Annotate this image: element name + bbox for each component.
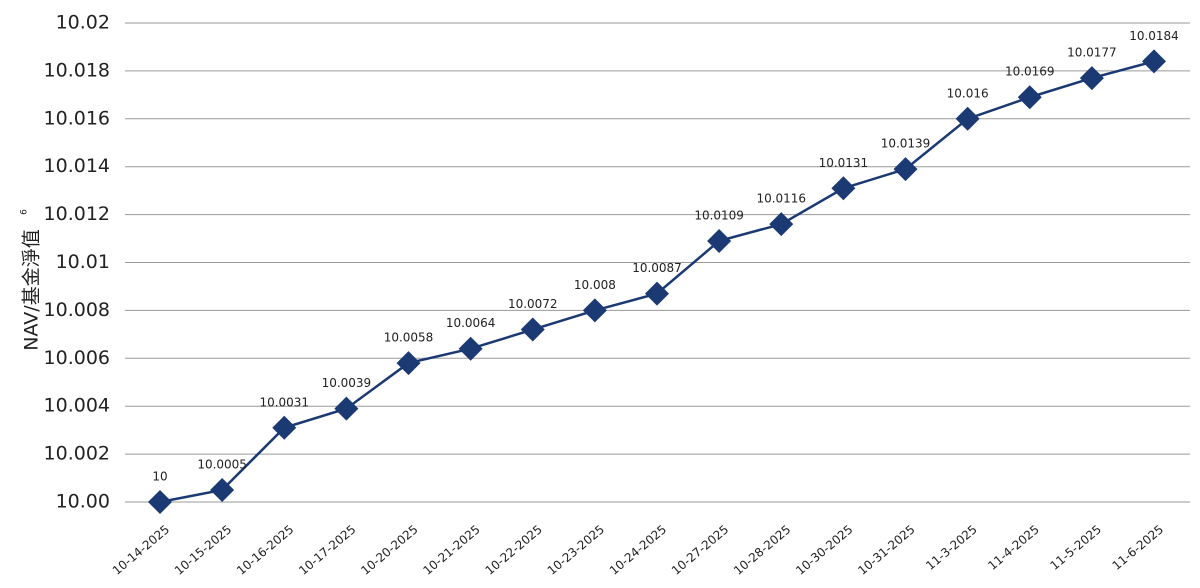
data-point — [955, 106, 980, 131]
data-label: 10.0139 — [881, 137, 931, 151]
data-point — [707, 228, 732, 253]
data-label: 10.0058 — [384, 331, 434, 345]
data-point — [148, 490, 172, 514]
y-tick-label: 10.00 — [56, 491, 110, 513]
x-tick-label: 10-21-2025 — [420, 522, 482, 578]
y-tick-label: 10.014 — [44, 155, 110, 177]
data-label: 10.016 — [947, 86, 989, 100]
y-axis-title-group: NAV/基金淨值 6 — [20, 209, 43, 351]
data-point — [458, 336, 483, 361]
data-label: 10.008 — [574, 278, 616, 292]
x-tick-label: 11-6-2025 — [1110, 522, 1167, 573]
data-label: 10.0184 — [1129, 29, 1179, 43]
x-tick-label: 10-28-2025 — [731, 522, 793, 578]
x-tick-label: 10-17-2025 — [296, 522, 358, 578]
data-point — [210, 478, 235, 503]
data-point — [272, 415, 297, 440]
data-point — [520, 317, 545, 342]
data-label: 10.0031 — [259, 395, 309, 409]
x-tick-label: 10-27-2025 — [669, 522, 731, 578]
data-label: 10.0116 — [756, 192, 806, 206]
data-label: 10.0039 — [322, 376, 372, 390]
data-label: 10.0177 — [1067, 46, 1117, 60]
x-tick-label: 10-14-2025 — [110, 522, 172, 578]
x-tick-label: 10-16-2025 — [234, 522, 296, 578]
x-tick-label: 10-23-2025 — [545, 522, 607, 578]
y-tick-label: 10.018 — [44, 59, 110, 81]
data-point — [1142, 49, 1166, 74]
y-tick-label: 10.004 — [44, 395, 110, 417]
data-point — [396, 351, 421, 376]
x-tick-label: 10-22-2025 — [482, 522, 544, 578]
y-tick-label: 10.002 — [44, 443, 110, 465]
y-tick-label: 10.016 — [44, 107, 110, 129]
data-point — [334, 396, 359, 421]
data-label: 10.0087 — [632, 261, 682, 275]
data-point — [645, 281, 669, 306]
data-label: 10.0005 — [197, 458, 247, 472]
data-point — [582, 298, 607, 323]
y-axis-title-note: 6 — [20, 209, 30, 215]
data-point — [1017, 85, 1042, 110]
y-tick-label: 10.01 — [56, 251, 110, 273]
data-label: 10.0131 — [819, 156, 869, 170]
data-point — [831, 176, 856, 201]
data-label: 10.0072 — [508, 297, 558, 311]
data-label: 10.0109 — [694, 208, 744, 222]
x-tick-label: 10-15-2025 — [172, 522, 234, 578]
x-tick-label: 10-31-2025 — [855, 522, 917, 578]
x-tick-label: 11-5-2025 — [1047, 522, 1104, 573]
data-label: 10.0169 — [1005, 65, 1055, 79]
data-label: 10 — [152, 470, 167, 484]
data-point — [769, 212, 794, 237]
y-tick-label: 10.012 — [44, 203, 110, 225]
x-tick-label: 10-24-2025 — [607, 522, 669, 578]
y-tick-label: 10.02 — [56, 12, 110, 34]
y-tick-label: 10.008 — [44, 299, 110, 321]
data-point — [893, 157, 918, 182]
data-point — [1079, 66, 1104, 91]
x-tick-label: 10-30-2025 — [793, 522, 855, 578]
x-tick-label: 11-3-2025 — [923, 522, 980, 573]
y-axis-title: NAV/基金淨值 — [21, 229, 43, 350]
y-tick-label: 10.006 — [44, 347, 110, 369]
x-tick-label: 10-20-2025 — [358, 522, 420, 578]
x-tick-label: 11-4-2025 — [985, 522, 1042, 573]
data-label: 10.0064 — [446, 316, 496, 330]
